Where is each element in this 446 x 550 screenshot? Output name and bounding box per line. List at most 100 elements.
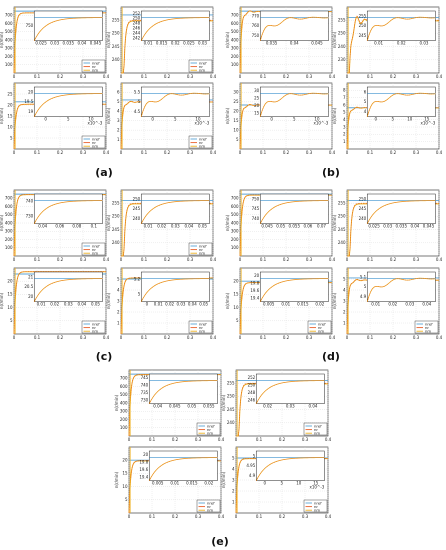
x-tick-label: 0.3 (413, 335, 420, 340)
x-tick-label: 0.3 (80, 150, 87, 155)
y-tick-label: 4 (117, 109, 120, 114)
inset-x-tick: 0.03 (50, 41, 59, 46)
legend-label-nr: nr (199, 325, 203, 330)
inset-x-tick: 0.02 (204, 481, 213, 486)
x-tick-label: 0.4 (210, 150, 217, 155)
inset-nr (149, 380, 218, 404)
x-tick-label: 0.2 (172, 514, 179, 519)
inset-y-tick: 19.6 (250, 288, 259, 293)
y-tick-label: 6 (343, 102, 346, 107)
x-tick-label: 0.2 (283, 150, 290, 155)
inset-x-tick: 0.045 (169, 404, 181, 409)
y-tick-label: 400 (5, 220, 13, 225)
y-tick-label: 200 (120, 417, 128, 422)
inset-x-tick: 0.07 (317, 224, 326, 229)
y-tick-label: 2 (117, 127, 120, 132)
inset-x-tick: 0.04 (309, 404, 318, 409)
y-tick-label: 5 (125, 497, 128, 502)
y-tick-label: 1 (232, 499, 235, 504)
x-tick-label: 0.1 (34, 335, 41, 340)
inset-nr (367, 16, 436, 41)
chart-c1: 0 0.1 0.2 0.3 0.4 100 200 300 400 500 600 700 n(r/mi… (0, 189, 110, 262)
inset-x-tick: 0.05 (276, 224, 285, 229)
inset-exponent: x10^-3 (314, 121, 329, 126)
series-nr (239, 10, 333, 74)
x-tick-label: 0.2 (283, 335, 290, 340)
inset-nr (260, 16, 329, 41)
y-tick-label: 250 (338, 31, 346, 36)
inset-y-tick: 246 (248, 397, 256, 402)
y-tick-label: 3 (343, 298, 346, 303)
x-tick-label: 0.4 (325, 437, 332, 442)
legend-label-nref: nref (207, 500, 215, 505)
inset-x-tick: 0.015 (156, 41, 168, 46)
inset-y-tick: 20 (28, 89, 34, 94)
x-tick-label: 0.4 (210, 74, 217, 79)
inset-y-tick: 4.5 (134, 109, 141, 114)
y-tick-label: 700 (5, 196, 13, 201)
inset-y-tick: 250 (359, 23, 367, 28)
inset-x-tick: 0.01 (371, 302, 380, 307)
inset-y-tick: 5 (364, 284, 367, 289)
inset-frame (259, 86, 329, 117)
y-tick-label: 700 (231, 196, 239, 201)
x-tick-label: 0 (120, 257, 123, 262)
y-tick-label: 255 (338, 201, 346, 206)
y-tick-label: 5 (343, 110, 346, 115)
caption-d: (d) (322, 350, 340, 363)
inset-nr (34, 17, 103, 41)
inset-x-tick: 0 (151, 117, 154, 122)
inset-x-tick: 10 (296, 481, 302, 486)
legend-label-nref: nref (314, 423, 322, 428)
y-tick-label: 10 (7, 305, 13, 310)
series-nr (239, 282, 332, 335)
inset-nr (149, 457, 218, 481)
x-tick-label: 0.1 (149, 437, 156, 442)
x-tick-label: 0.2 (390, 257, 397, 262)
y-tick-label: 240 (338, 44, 346, 49)
inset-x-tick: 0.055 (203, 404, 215, 409)
y-tick-label: 250 (338, 214, 346, 219)
x-tick-label: 0.4 (329, 335, 336, 340)
inset-exponent: x10^-3 (421, 121, 436, 126)
inset-x-tick: 0.045 (423, 224, 435, 229)
legend-label-nr: nr (92, 64, 96, 69)
y-tick-label: 600 (5, 21, 13, 26)
y-tick-label: 5 (232, 455, 235, 460)
x-tick-label: 0 (239, 74, 242, 79)
inset-y-tick: 5.5 (134, 89, 141, 94)
chart-c2: 0 0.1 0.2 0.3 0.4 240 245 250 255 n(r/min) 0.01 0.0… (106, 189, 217, 262)
legend-label-nr: nr (425, 325, 429, 330)
x-tick-label: 0.2 (57, 257, 64, 262)
x-tick-label: 0.2 (283, 257, 290, 262)
y-tick-label: 4 (232, 466, 235, 471)
inset-nr (141, 17, 210, 41)
inset-x-tick: 0.005 (263, 302, 275, 307)
inset-y-tick: 750 (252, 196, 260, 201)
y-tick-label: 5 (117, 276, 120, 281)
inset-frame (255, 373, 325, 404)
y-tick-label: 255 (338, 18, 346, 23)
chart-c3: 0 0.1 0.2 0.3 0.4 5 10 15 20 n(r/min) 0.01 0.02 0.03… (0, 267, 110, 340)
y-tick-label: 4 (343, 117, 346, 122)
x-tick-label: 0.3 (306, 257, 313, 262)
y-tick-label: 400 (231, 220, 239, 225)
inset-nr (260, 92, 329, 117)
inset-x-tick: 0.035 (396, 224, 408, 229)
x-tick-label: 0.4 (218, 437, 225, 442)
y-axis-label: n(r/min) (225, 31, 230, 48)
inset-y-tick: 245 (359, 33, 367, 38)
x-tick-label: 0 (128, 437, 131, 442)
y-tick-label: 15 (233, 292, 239, 297)
inset-nr (141, 200, 210, 224)
inset-x-tick: 0.04 (290, 41, 299, 46)
y-axis-label: n(r/min) (0, 214, 4, 231)
inset-x-tick: 0.04 (77, 302, 86, 307)
inset-y-tick: 248 (133, 21, 141, 26)
inset-frame (366, 193, 436, 224)
inset-x-tick: 0.04 (184, 224, 193, 229)
inset-x-tick: 0.03 (420, 41, 429, 46)
inset-y-tick: 735 (141, 390, 149, 395)
x-tick-label: 0 (346, 74, 349, 79)
